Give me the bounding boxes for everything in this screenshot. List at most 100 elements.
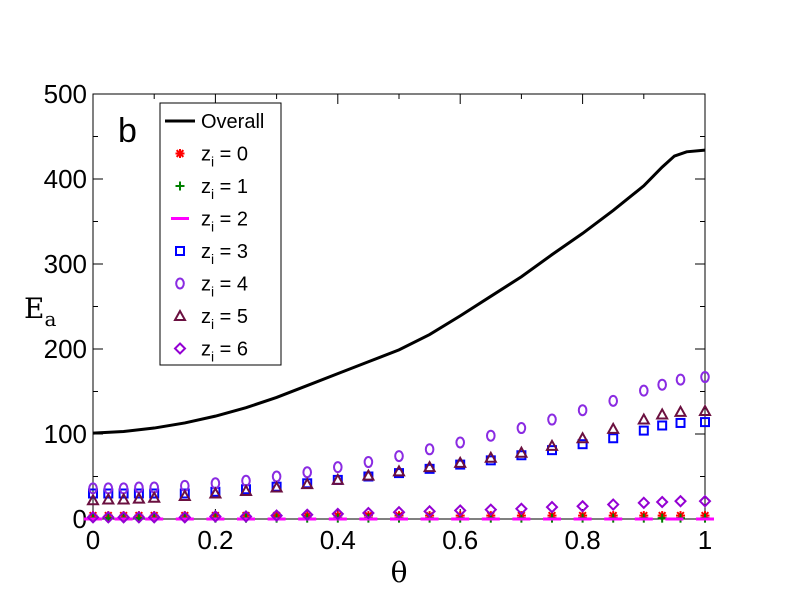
data-point (271, 470, 282, 483)
legend-label-value: = 3 (214, 241, 248, 263)
data-point (657, 420, 668, 431)
marker-shape (134, 481, 144, 494)
data-point (147, 490, 161, 503)
legend-label-value: = 0 (214, 144, 248, 166)
legend-label-main: Overall (201, 111, 264, 133)
data-point (103, 488, 114, 499)
legend-entry-z-i-6: zi = 6 (173, 339, 248, 365)
marker-shape (363, 456, 374, 469)
marker-shape (178, 488, 192, 502)
data-point (577, 404, 588, 417)
data-point (300, 508, 314, 522)
y-tick-label: 500 (44, 79, 87, 109)
legend-label: zi = 5 (201, 306, 248, 332)
marker-shape (149, 488, 160, 499)
marker-shape (300, 508, 314, 522)
data-point (655, 407, 669, 420)
marker-stroke (175, 149, 185, 158)
marker-shape (331, 507, 345, 521)
marker-shape (173, 308, 187, 321)
marker-shape (103, 488, 114, 499)
data-point (422, 460, 437, 473)
legend-label-value: = 2 (214, 209, 248, 231)
data-point (453, 455, 467, 468)
legend-label-subscript: i (211, 349, 214, 365)
data-point (101, 510, 115, 524)
marker-shape (103, 482, 114, 495)
y-tick-label: 100 (44, 419, 87, 449)
data-point (118, 488, 129, 499)
data-point (453, 504, 467, 517)
data-point (700, 417, 710, 428)
marker-shape (208, 486, 223, 499)
marker-shape (545, 438, 559, 451)
marker-shape (423, 504, 437, 518)
marker-shape (700, 371, 710, 384)
data-point (116, 492, 131, 505)
data-point (331, 507, 345, 521)
data-point (638, 425, 649, 436)
legend-label-subscript: i (211, 186, 214, 202)
data-point (270, 509, 284, 523)
data-point (86, 510, 100, 524)
y-axis-title-subscript: a (44, 307, 56, 331)
legend-entry-z-i-1: zi = 1 (175, 176, 248, 202)
data-point (239, 483, 253, 496)
data-point (103, 482, 114, 495)
y-axis-title: Ea (24, 292, 56, 331)
marker-shape (239, 483, 253, 496)
data-point (149, 488, 160, 499)
marker-shape (637, 496, 651, 510)
marker-shape (673, 404, 688, 417)
marker-shape (674, 494, 687, 508)
legend-label-subscript: i (211, 251, 214, 267)
data-point (514, 445, 529, 458)
data-point (674, 494, 687, 508)
legend-label-subscript: i (211, 154, 214, 170)
data-point (675, 373, 686, 386)
marker-shape (392, 464, 406, 477)
data-point (576, 499, 590, 513)
legend-entry-z-i-3: zi = 3 (175, 241, 248, 267)
data-point (331, 472, 345, 485)
data-point (101, 492, 115, 505)
marker-shape (86, 510, 100, 524)
marker-shape (173, 342, 187, 355)
marker-shape (453, 504, 467, 517)
data-point (606, 421, 620, 434)
marker-shape (147, 510, 161, 524)
legend-entry-z-i-2: zi = 2 (171, 209, 248, 235)
data-point (86, 493, 100, 506)
data-point (147, 510, 161, 524)
marker-shape (576, 499, 590, 513)
data-point (545, 500, 559, 514)
marker-shape (637, 412, 651, 425)
marker-shape (675, 373, 686, 386)
data-point (545, 438, 559, 451)
legend-label-main: z (201, 274, 211, 296)
marker-shape (514, 445, 529, 458)
data-point (608, 433, 619, 444)
marker-shape (239, 510, 253, 523)
legend-label-main: z (201, 209, 211, 231)
marker-shape (484, 450, 498, 463)
legend-label-value: = 6 (214, 339, 248, 361)
legend-label-subscript: i (211, 284, 214, 300)
legend-label: zi = 3 (201, 241, 248, 267)
legend-label-main: z (201, 176, 211, 198)
series-z-i-5 (86, 403, 712, 506)
marker-shape (608, 394, 619, 407)
legend-marker-swatch (175, 149, 185, 158)
legend-label-value: = 4 (214, 274, 248, 296)
legend-label-main: z (201, 144, 211, 166)
data-point (269, 480, 284, 493)
marker-shape (424, 443, 435, 456)
marker-shape (455, 436, 466, 449)
data-point (117, 510, 131, 524)
marker-shape (175, 246, 185, 256)
legend-label: zi = 6 (201, 339, 248, 365)
data-point (363, 456, 374, 469)
legend-label-main: z (201, 241, 211, 263)
marker-shape (101, 492, 115, 505)
